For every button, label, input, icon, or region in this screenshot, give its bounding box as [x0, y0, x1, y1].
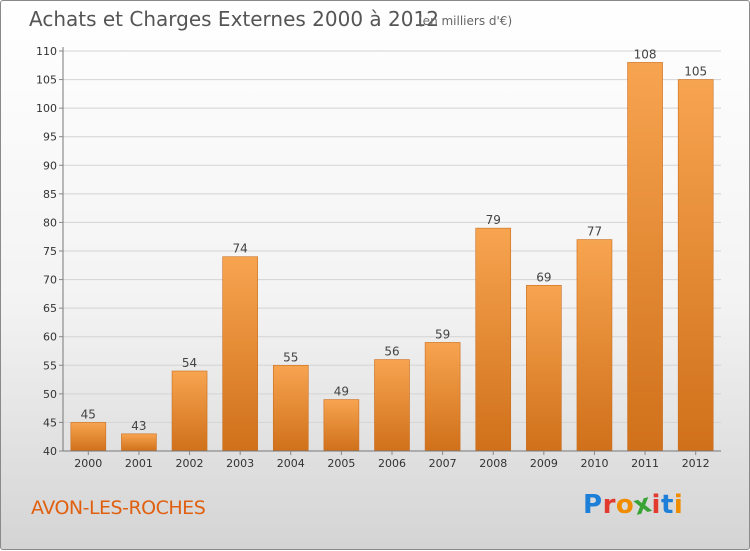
brand-letter: i	[651, 490, 661, 520]
x-tick-label-2005: 2005	[327, 457, 355, 470]
x-tick-label-2002: 2002	[176, 457, 204, 470]
data-label-2010: 77	[587, 225, 602, 239]
data-label-2004: 55	[283, 350, 298, 364]
data-label-2008: 79	[486, 213, 501, 227]
data-label-2003: 74	[233, 242, 248, 256]
bar-2000	[70, 422, 107, 452]
y-tick-label: 110	[36, 45, 57, 58]
y-tick-label: 90	[43, 159, 57, 172]
data-labels: 45 43 54 74 55 49 56 59 79 69 77 108 105	[81, 47, 707, 432]
y-tick-label: 50	[43, 388, 57, 401]
bar-2008	[475, 227, 512, 452]
bar-2010	[576, 239, 613, 452]
x-tick-label-2011: 2011	[631, 457, 659, 470]
bar-2009	[526, 284, 562, 452]
chart-title: Achats et Charges Externes 2000 à 2012	[29, 7, 439, 31]
y-tick-label: 105	[36, 74, 57, 87]
bar-2006	[374, 359, 410, 452]
y-tick-label: 75	[43, 245, 57, 258]
y-tick-label: 70	[43, 274, 57, 287]
x-tick-label-2012: 2012	[682, 457, 710, 470]
bar-2002	[171, 370, 208, 452]
bar-2011	[627, 62, 663, 452]
chart-subtitle: (en milliers d'€)	[418, 14, 513, 28]
data-label-2012: 105	[684, 65, 707, 79]
x-tick-label-2007: 2007	[429, 457, 457, 470]
bar-2005	[323, 399, 360, 452]
y-tick-label: 80	[43, 216, 57, 229]
bar-2001	[121, 433, 157, 452]
data-label-2000: 45	[81, 407, 96, 421]
data-label-2005: 49	[334, 385, 349, 399]
data-label-2007: 59	[435, 327, 450, 341]
x-tick-label-2000: 2000	[74, 457, 102, 470]
y-tick-label: 65	[43, 302, 57, 315]
data-label-2001: 43	[131, 419, 146, 433]
data-label-2002: 54	[182, 356, 197, 370]
x-tick-label-2008: 2008	[479, 457, 507, 470]
bars	[70, 62, 714, 452]
brand-letter: o	[615, 490, 635, 520]
y-tick-label: 45	[43, 416, 57, 429]
brand-letter: P	[583, 490, 603, 520]
x-tick-label-2003: 2003	[226, 457, 254, 470]
x-tick-labels: 2000 2001 2002 2003 2004 2005 2006 2007 2008 2009…	[74, 451, 710, 470]
y-tick-labels: 40 45 50 55 60 65 70 75 80 85 90 95 100 105 110	[36, 45, 63, 458]
bar-2012	[677, 79, 714, 452]
y-tick-label: 100	[36, 102, 57, 115]
brand-letter: t	[660, 490, 674, 520]
x-tick-label-2010: 2010	[580, 457, 608, 470]
bar-2003	[222, 256, 258, 452]
x-tick-label-2009: 2009	[530, 457, 558, 470]
brand-letter: r	[602, 490, 616, 520]
brand-letter: i	[673, 490, 684, 520]
proxiti-logo: Proxiti	[583, 488, 684, 521]
y-tick-label: 85	[43, 188, 57, 201]
place-name: AVON-LES-ROCHES	[31, 497, 206, 519]
bar-2004	[272, 364, 309, 452]
y-tick-label: 55	[43, 359, 57, 372]
data-label-2009: 69	[536, 270, 551, 284]
data-label-2006: 56	[384, 345, 399, 359]
y-tick-label: 60	[43, 331, 57, 344]
y-tick-label: 95	[43, 131, 57, 144]
data-label-2011: 108	[634, 47, 657, 61]
bar-2007	[424, 342, 461, 452]
x-tick-label-2001: 2001	[125, 457, 153, 470]
y-tick-label: 40	[43, 445, 57, 458]
x-tick-label-2006: 2006	[378, 457, 406, 470]
x-tick-label-2004: 2004	[277, 457, 305, 470]
